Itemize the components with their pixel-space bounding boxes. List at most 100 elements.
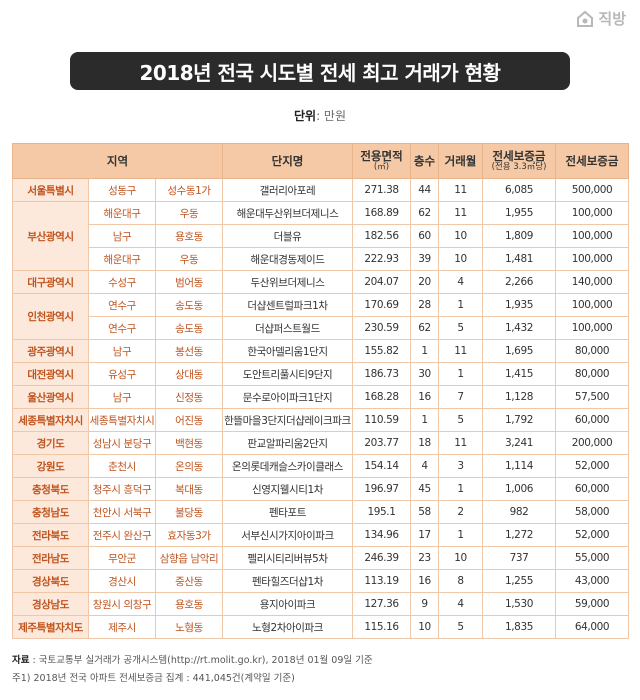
cell-floor: 62	[410, 316, 439, 340]
cell-deposit: 58,000	[555, 500, 629, 524]
cell-area: 246.39	[352, 546, 411, 570]
cell-deposit: 59,000	[555, 592, 629, 616]
cell-floor: 1	[410, 408, 439, 432]
cell-region: 강원도	[12, 454, 89, 478]
cell-month: 1	[438, 523, 483, 547]
table-row: 전라남도 무안군 삼향읍 남악리 펠리시티리버뷰5차 246.39 23 10 737 55,0…	[12, 546, 629, 570]
cell-gu: 창원시 의창구	[88, 592, 156, 616]
cell-gu: 경산시	[88, 569, 156, 593]
cell-name: 해운대경동제이드	[222, 247, 353, 271]
cell-month: 11	[438, 178, 483, 202]
cell-name: 더샵센트럴파크1차	[222, 293, 353, 317]
cell-floor: 9	[410, 592, 439, 616]
cell-deposit: 100,000	[555, 316, 629, 340]
cell-area: 170.69	[352, 293, 411, 317]
cell-dong: 백현동	[155, 431, 223, 455]
header-cell: 단지명	[222, 143, 353, 179]
cell-gu: 제주시	[88, 615, 156, 639]
cell-name: 펜타포트	[222, 500, 353, 524]
cell-deposit: 80,000	[555, 339, 629, 363]
cell-dong: 우동	[155, 247, 223, 271]
cell-region: 인천광역시	[12, 293, 89, 340]
cell-name: 한국아델리움1단지	[222, 339, 353, 363]
cell-region: 세종특별자치시	[12, 408, 89, 432]
table-row: 충청북도 청주시 흥덕구 복대동 신영지웰시티1차 196.97 45 1 1,006 60,0…	[12, 477, 629, 501]
cell-gu: 연수구	[88, 316, 156, 340]
cell-month: 3	[438, 454, 483, 478]
cell-name: 도안트리풀시티9단지	[222, 362, 353, 386]
cell-dong: 상대동	[155, 362, 223, 386]
cell-gu: 유성구	[88, 362, 156, 386]
table-row: 해운대구 우동 해운대경동제이드 222.93 39 10 1,481 100,000	[13, 247, 629, 271]
cell-dong: 용호동	[155, 224, 223, 248]
cell-name: 해운대두산위브더제니스	[222, 201, 353, 225]
table-row: 세종특별자치시 세종특별자치시 어진동 한뜰마을3단지더샵레이크파크 110.59 1 5 1…	[12, 408, 629, 432]
cell-deposit: 64,000	[555, 615, 629, 639]
cell-per: 1,935	[482, 293, 556, 317]
cell-per: 737	[482, 546, 556, 570]
cell-gu: 춘천시	[88, 454, 156, 478]
cell-gu: 전주시 완산구	[88, 523, 156, 547]
cell-region: 서울특별시	[12, 178, 89, 202]
table-row: 울산광역시 남구 신정동 문수로아이파크1단지 168.28 16 7 1,128 57,500	[12, 385, 629, 409]
cell-gu: 해운대구	[88, 247, 156, 271]
cell-dong: 범어동	[155, 270, 223, 294]
cell-deposit: 100,000	[555, 224, 629, 248]
cell-per: 1,530	[482, 592, 556, 616]
cell-area: 134.96	[352, 523, 411, 547]
cell-dong: 용호동	[155, 592, 223, 616]
cell-floor: 39	[410, 247, 439, 271]
cell-dong: 노형동	[155, 615, 223, 639]
table-row: 경기도 성남시 분당구 백현동 판교알파리움2단지 203.77 18 11 3,241 200…	[12, 431, 629, 455]
cell-dong: 불당동	[155, 500, 223, 524]
cell-per: 6,085	[482, 178, 556, 202]
cell-name: 문수로아이파크1단지	[222, 385, 353, 409]
cell-gu: 무안군	[88, 546, 156, 570]
cell-dong: 송도동	[155, 293, 223, 317]
cell-name: 온의롯데캐슬스카이클래스	[222, 454, 353, 478]
table-row: 인천광역시 연수구 송도동 더샵센트럴파크1차 170.69 28 1 1,935 100,00…	[12, 293, 629, 340]
cell-dong: 신정동	[155, 385, 223, 409]
logo-icon	[577, 10, 594, 27]
cell-per: 1,255	[482, 569, 556, 593]
table-row: 서울특별시 성동구 성수동1가 갤러리아포레 271.38 44 11 6,085 500,00…	[12, 178, 629, 202]
cell-area: 222.93	[352, 247, 411, 271]
cell-month: 11	[438, 201, 483, 225]
cell-name: 펠리시티리버뷰5차	[222, 546, 353, 570]
cell-per: 1,114	[482, 454, 556, 478]
cell-name: 더블유	[222, 224, 353, 248]
cell-per: 1,432	[482, 316, 556, 340]
cell-per: 1,955	[482, 201, 556, 225]
cell-per: 1,809	[482, 224, 556, 248]
cell-area: 155.82	[352, 339, 411, 363]
cell-per: 982	[482, 500, 556, 524]
cell-gu: 남구	[88, 385, 156, 409]
cell-floor: 20	[410, 270, 439, 294]
cell-region: 제주특별자치도	[12, 615, 89, 639]
cell-per: 1,272	[482, 523, 556, 547]
cell-per: 1,128	[482, 385, 556, 409]
table-row: 충청남도 천안시 서북구 불당동 펜타포트 195.1 58 2 982 58,000	[12, 500, 629, 524]
cell-per: 3,241	[482, 431, 556, 455]
cell-region: 울산광역시	[12, 385, 89, 409]
cell-dong: 성수동1가	[155, 178, 223, 202]
cell-month: 2	[438, 500, 483, 524]
cell-gu: 연수구	[88, 293, 156, 317]
cell-dong: 복대동	[155, 477, 223, 501]
cell-region: 경기도	[12, 431, 89, 455]
cell-area: 230.59	[352, 316, 411, 340]
cell-month: 11	[438, 339, 483, 363]
cell-region: 충청북도	[12, 477, 89, 501]
cell-deposit: 43,000	[555, 569, 629, 593]
source: 자료 : 국토교통부 실거래가 공개시스템(http://rt.molit.go…	[12, 652, 373, 670]
cell-floor: 44	[410, 178, 439, 202]
cell-area: 204.07	[352, 270, 411, 294]
cell-month: 10	[438, 546, 483, 570]
source-label: 자료	[12, 655, 30, 666]
cell-area: 113.19	[352, 569, 411, 593]
cell-per: 2,266	[482, 270, 556, 294]
cell-month: 8	[438, 569, 483, 593]
source-text: : 국토교통부 실거래가 공개시스템(http://rt.molit.go.kr…	[29, 655, 373, 666]
table-row: 대전광역시 유성구 상대동 도안트리풀시티9단지 186.73 30 1 1,415 80,00…	[12, 362, 629, 386]
